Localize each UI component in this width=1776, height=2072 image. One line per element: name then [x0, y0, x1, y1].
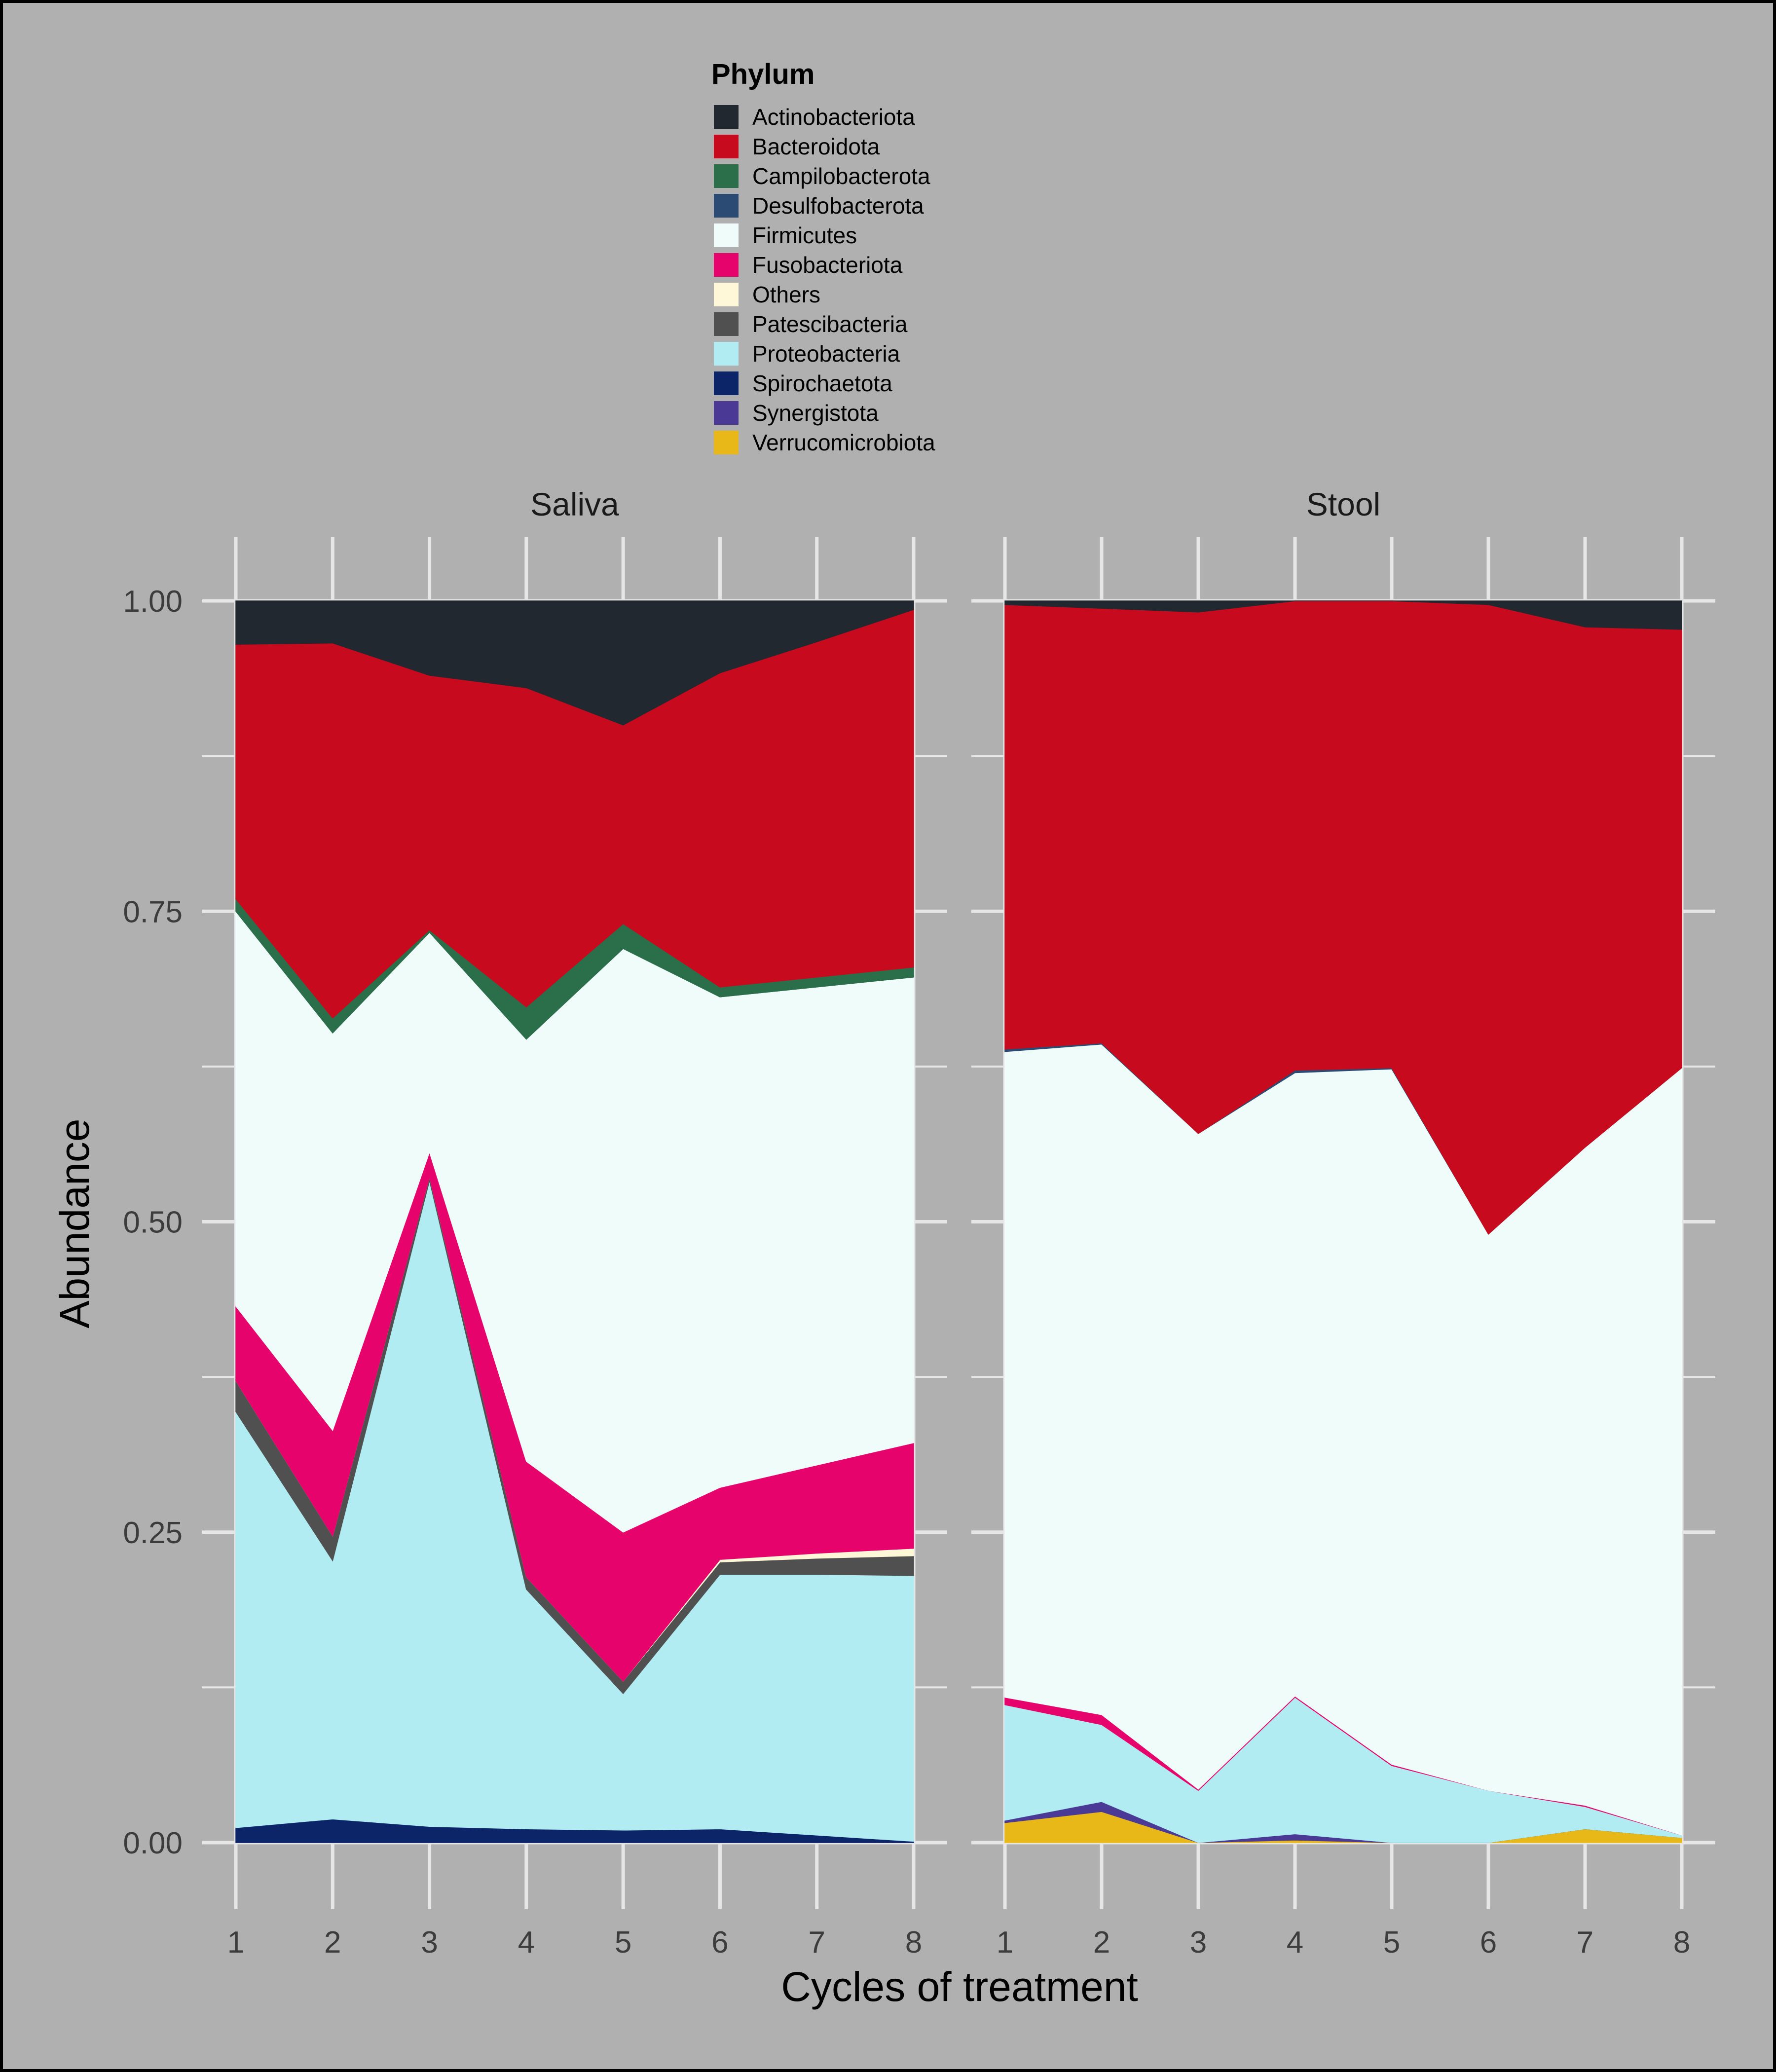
x-tick-label: 1	[997, 1925, 1013, 1960]
legend-label: Others	[752, 282, 820, 307]
legend-swatch	[714, 223, 739, 247]
legend-swatch	[714, 431, 739, 454]
x-tick-label: 3	[421, 1925, 438, 1960]
legend-item: Desulfobacterota	[714, 193, 924, 219]
area-actinobacteriota	[235, 600, 914, 726]
y-tick-label: 0.00	[123, 1826, 183, 1860]
y-tick-label: 0.75	[123, 895, 183, 929]
x-axis-ticks: 1 2 3 4 5 6 7 8	[997, 1925, 1690, 1960]
legend-item: Fusobacteriota	[714, 252, 903, 278]
panel-stool: Stool 1 2 3 4 5 6 7 8	[971, 486, 1715, 1960]
y-tick-label: 1.00	[123, 585, 183, 619]
stacked-areas	[1004, 600, 1682, 1843]
legend-swatch	[714, 253, 739, 277]
legend-item: Patescibacteria	[714, 311, 908, 337]
x-tick-label: 2	[324, 1925, 341, 1960]
panel-saliva: Saliva 1 2 3 4 5 6 7 8 0.00 0.25 0.50 0.75 1.00	[123, 486, 947, 1960]
legend-item: Synergistota	[714, 400, 879, 426]
legend-label: Bacteroidota	[752, 134, 880, 159]
x-tick-label: 8	[1673, 1925, 1690, 1960]
legend-label: Verrucomicrobiota	[752, 430, 935, 455]
legend-item: Firmicutes	[714, 222, 857, 248]
legend-swatch	[714, 312, 739, 336]
legend-item: Others	[714, 282, 820, 307]
x-axis-title: Cycles of treatment	[781, 1963, 1138, 2010]
legend-label: Spirochaetota	[752, 370, 892, 396]
legend-label: Firmicutes	[752, 222, 857, 248]
y-axis-ticks: 0.00 0.25 0.50 0.75 1.00	[123, 585, 183, 1860]
legend-label: Fusobacteriota	[752, 252, 903, 278]
x-tick-label: 3	[1190, 1925, 1207, 1960]
panel-title: Saliva	[530, 486, 619, 522]
x-tick-label: 7	[1577, 1925, 1593, 1960]
x-tick-label: 5	[615, 1925, 631, 1960]
x-tick-label: 6	[711, 1925, 728, 1960]
x-axis-ticks: 1 2 3 4 5 6 7 8	[227, 1925, 922, 1960]
y-tick-label: 0.50	[123, 1206, 183, 1240]
legend-swatch	[714, 401, 739, 425]
legend-label: Campilobacterota	[752, 163, 930, 189]
legend-item: Verrucomicrobiota	[714, 430, 935, 455]
area-actinobacteriota	[1004, 600, 1682, 630]
legend-item: Proteobacteria	[714, 341, 900, 367]
legend-label: Desulfobacterota	[752, 193, 924, 219]
stacked-areas	[235, 600, 914, 1843]
y-axis-title: Abundance	[51, 1118, 98, 1328]
x-tick-label: 7	[808, 1925, 825, 1960]
x-tick-label: 2	[1093, 1925, 1110, 1960]
legend-item: Campilobacterota	[714, 163, 930, 189]
panel-title: Stool	[1306, 486, 1380, 522]
legend-swatch	[714, 194, 739, 218]
legend-swatch	[714, 105, 739, 129]
legend-swatch	[714, 283, 739, 306]
x-tick-label: 8	[905, 1925, 922, 1960]
legend: Phylum Actinobacteriota Bacteroidota Campi…	[711, 58, 935, 455]
legend-title: Phylum	[711, 58, 815, 90]
legend-item: Bacteroidota	[714, 134, 880, 159]
area-firmicutes	[1004, 1043, 1682, 1836]
legend-label: Actinobacteriota	[752, 104, 915, 130]
x-tick-label: 6	[1480, 1925, 1497, 1960]
legend-item: Spirochaetota	[714, 370, 892, 396]
legend-label: Synergistota	[752, 400, 879, 426]
x-tick-label: 1	[227, 1925, 244, 1960]
legend-swatch	[714, 135, 739, 158]
x-tick-label: 4	[1287, 1925, 1303, 1960]
legend-label: Proteobacteria	[752, 341, 900, 367]
legend-swatch	[714, 342, 739, 366]
legend-item: Actinobacteriota	[714, 104, 915, 130]
y-tick-label: 0.25	[123, 1516, 183, 1550]
legend-swatch	[714, 164, 739, 188]
x-tick-label: 5	[1383, 1925, 1400, 1960]
legend-label: Patescibacteria	[752, 311, 908, 337]
legend-swatch	[714, 371, 739, 395]
x-tick-label: 4	[518, 1925, 535, 1960]
